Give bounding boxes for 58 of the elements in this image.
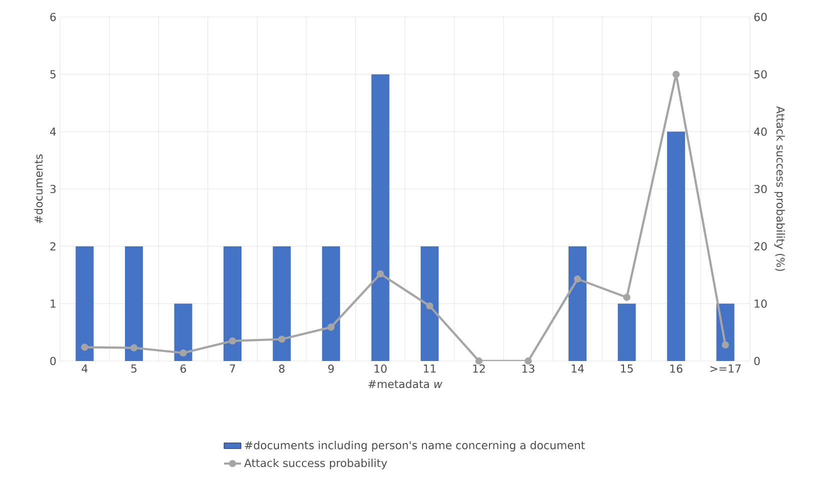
bar — [174, 304, 192, 361]
point — [81, 344, 88, 351]
x-tick-label: 16 — [670, 364, 682, 373]
y-tick-label: 5 — [50, 70, 56, 78]
legend-label: #documents including person's name concerning a document — [244, 440, 585, 452]
point — [228, 337, 236, 345]
x-tick-label: 5 — [131, 364, 136, 373]
bar — [322, 246, 340, 361]
bar — [568, 246, 587, 361]
x-axis-title: #metadata w — [368, 380, 442, 388]
point — [524, 357, 532, 365]
y-tick-label: 3 — [50, 184, 56, 194]
bar — [76, 246, 94, 361]
bar — [272, 246, 291, 361]
x-tick-label: >=17 — [710, 364, 741, 372]
x-tick-label: 14 — [572, 364, 584, 372]
y2-axis-title: Attack success probability (%) — [774, 106, 785, 271]
y2-tick-label: 0 — [754, 356, 760, 366]
bar — [224, 246, 242, 361]
point — [426, 302, 434, 310]
point — [672, 70, 680, 78]
point — [130, 344, 138, 352]
y2-tick-label: 30 — [754, 184, 767, 194]
point — [574, 275, 582, 283]
x-tick-label: 6 — [180, 364, 186, 373]
x-tick-label: 13 — [522, 364, 534, 373]
point — [180, 349, 187, 357]
bar — [124, 246, 143, 361]
x-tick-label: 4 — [82, 364, 88, 372]
y-axis-title: #documents — [34, 154, 43, 224]
y2-tick-label: 20 — [754, 242, 767, 250]
x-tick-label: 10 — [374, 364, 387, 373]
point — [475, 357, 483, 365]
x-tick-label: 12 — [473, 364, 485, 373]
y2-tick-label: 10 — [754, 300, 767, 308]
x-tick-label: 9 — [328, 364, 334, 373]
y-tick-label: 1 — [50, 300, 56, 308]
y2-tick-label: 50 — [754, 70, 767, 78]
point — [376, 270, 384, 278]
y-tick-label: 0 — [50, 356, 56, 366]
point — [278, 336, 286, 343]
x-tick-label: 8 — [279, 364, 285, 373]
y2-tick-label: 60 — [754, 12, 767, 22]
bar — [420, 246, 439, 361]
x-tick-label: 15 — [621, 364, 633, 373]
legend-label: Attack success probability — [244, 458, 388, 470]
x-tick-label: 7 — [230, 364, 236, 372]
bar — [618, 304, 636, 361]
x-tick-label: 11 — [424, 364, 436, 372]
y-tick-label: 2 — [50, 242, 56, 250]
point — [722, 341, 729, 349]
bar — [667, 132, 686, 361]
y-tick-label: 6 — [50, 12, 56, 22]
point — [327, 324, 335, 331]
bar — [371, 74, 390, 361]
y-tick-label: 4 — [50, 128, 56, 136]
point — [623, 294, 630, 301]
y2-tick-label: 40 — [754, 128, 767, 136]
